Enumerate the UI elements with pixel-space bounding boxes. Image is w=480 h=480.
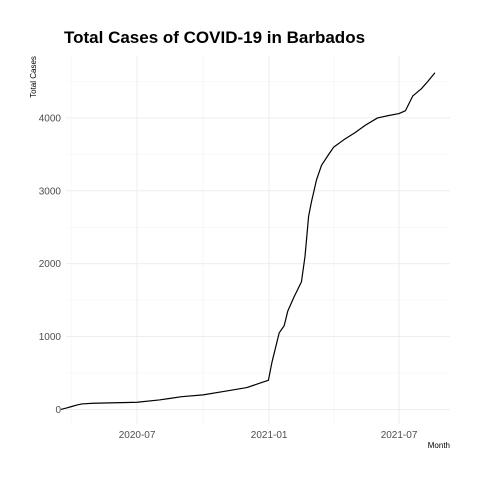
chart-title: Total Cases of COVID-19 in Barbados [64, 28, 365, 47]
y-axis-tick-labels: 0 1000 2000 3000 4000 [39, 113, 62, 415]
major-gridlines [66, 56, 450, 424]
series-line-total-cases [60, 72, 436, 411]
y-tick-label: 0 [55, 405, 61, 416]
y-tick-label: 4000 [39, 113, 62, 124]
y-axis-label: Total Cases [29, 56, 38, 98]
x-tick-label: 2021-07 [381, 430, 418, 441]
x-axis-label: Month [428, 441, 450, 450]
y-tick-label: 3000 [39, 186, 62, 197]
x-axis-tick-labels: 2020-07 2021-01 2021-07 [119, 430, 418, 441]
x-tick-label: 2021-01 [251, 430, 288, 441]
x-tick-label: 2020-07 [119, 430, 156, 441]
y-tick-label: 1000 [39, 332, 62, 343]
minor-gridlines [66, 56, 450, 424]
y-tick-label: 2000 [39, 259, 62, 270]
